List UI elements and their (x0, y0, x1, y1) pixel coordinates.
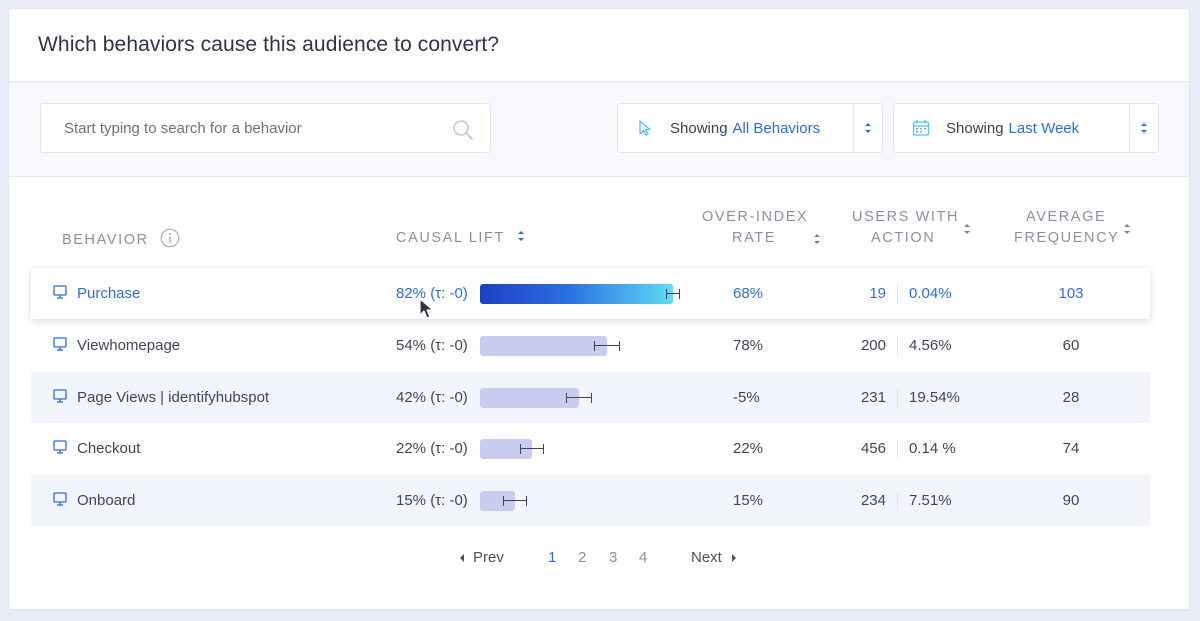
sort-icon[interactable] (516, 229, 526, 250)
behavior-name[interactable]: Onboard (77, 492, 136, 509)
calendar-icon (912, 119, 930, 137)
table-row[interactable]: Onboard 15% (τ: -0) 15% 234 7.51% 90 (31, 475, 1150, 526)
behavior-filter-select[interactable]: Showing All Behaviors (617, 103, 883, 153)
users-percent: 7.51% (909, 492, 952, 509)
monitor-icon (53, 492, 67, 510)
page-title: Which behaviors cause this audience to c… (38, 33, 500, 56)
cursor-icon (636, 119, 654, 137)
toolbar: Showing All Behaviors Showing Last Week (9, 82, 1189, 177)
over-index-rate: 78% (733, 337, 764, 354)
column-header-users-with-action[interactable]: USERS WITH ACTION (852, 209, 960, 246)
over-index-rate: 22% (733, 440, 764, 457)
average-frequency: 90 (1062, 492, 1080, 509)
select-caret-icon[interactable] (1139, 120, 1149, 140)
table-row[interactable]: Purchase 82% (τ: -0) 68% 19 0.04% 103 (31, 268, 1150, 319)
users-percent: 0.04% (909, 285, 952, 302)
monitor-icon (53, 337, 67, 355)
behavior-name[interactable]: Checkout (77, 440, 141, 457)
users-count: 456 (860, 440, 886, 457)
column-header-causal-lift[interactable]: CAUSAL LIFT (396, 228, 526, 250)
causal-lift-bar (480, 439, 532, 459)
causal-lift-bar (480, 491, 515, 511)
cell-divider (897, 388, 898, 408)
causal-lift-value: 54% (τ: -0) (396, 337, 468, 354)
causal-lift-value: 82% (τ: -0) (396, 285, 468, 302)
behavior-filter-value: All Behaviors (732, 119, 821, 137)
average-frequency: 28 (1062, 389, 1080, 406)
page-link-2[interactable]: 2 (578, 549, 587, 566)
select-divider (853, 104, 854, 152)
error-bar (666, 287, 680, 301)
causal-lift-value: 15% (τ: -0) (396, 492, 468, 509)
error-bar (566, 391, 592, 405)
cell-divider (897, 439, 898, 459)
prev-button[interactable]: Prev (458, 547, 504, 569)
search-input[interactable] (62, 118, 446, 138)
date-filter-prefix: Showing (946, 119, 1004, 137)
causal-lift-bar (480, 388, 579, 408)
date-filter-value: Last Week (1008, 119, 1080, 137)
monitor-icon (53, 389, 67, 407)
over-index-rate: -5% (733, 389, 760, 406)
causal-lift-bar (480, 336, 607, 356)
over-index-rate: 15% (733, 492, 764, 509)
card-header: Which behaviors cause this audience to c… (9, 9, 1189, 82)
average-frequency: 74 (1062, 440, 1080, 457)
caret-left-icon (460, 554, 464, 562)
causal-lift-value: 42% (τ: -0) (396, 389, 468, 406)
search-icon[interactable] (452, 119, 474, 146)
table-row[interactable]: Page Views | identifyhubspot 42% (τ: -0) -… (31, 372, 1150, 423)
table-row[interactable]: Viewhomepage 54% (τ: -0) 78% 200 4.56% 60 (31, 320, 1150, 371)
users-count: 19 (869, 285, 886, 302)
sort-icon[interactable] (962, 222, 972, 241)
users-count: 231 (860, 389, 886, 406)
average-frequency: 103 (1058, 285, 1084, 302)
select-divider (1129, 104, 1130, 152)
column-header-over-index[interactable]: OVER-INDEX RATE (702, 209, 809, 246)
behavior-name[interactable]: Viewhomepage (77, 337, 181, 354)
date-filter-select[interactable]: Showing Last Week (893, 103, 1159, 153)
average-frequency: 60 (1062, 337, 1080, 354)
monitor-icon (53, 285, 67, 303)
column-header-average-frequency[interactable]: AVERAGE FREQUENCY (1014, 209, 1120, 246)
caret-right-icon (731, 554, 736, 562)
sort-icon[interactable] (1122, 222, 1132, 241)
over-index-rate: 68% (733, 285, 764, 302)
search-box[interactable] (40, 103, 491, 153)
error-bar (520, 442, 544, 456)
causal-lift-bar (480, 284, 673, 304)
cell-divider (897, 491, 898, 511)
sort-icon[interactable] (812, 232, 822, 251)
cell-divider (897, 284, 898, 304)
causal-lift-value: 22% (τ: -0) (396, 440, 468, 457)
error-bar (594, 339, 620, 353)
cell-divider (897, 336, 898, 356)
users-percent: 19.54% (909, 389, 960, 406)
page-link-3[interactable]: 3 (609, 549, 618, 566)
users-count: 200 (860, 337, 886, 354)
page-link-4[interactable]: 4 (639, 549, 648, 566)
column-header-behavior: BEHAVIOR (62, 228, 180, 255)
table-row[interactable]: Checkout 22% (τ: -0) 22% 456 0.14 % 74 (31, 423, 1150, 474)
behavior-filter-prefix: Showing (670, 119, 728, 137)
error-bar (503, 494, 527, 508)
users-percent: 4.56% (909, 337, 952, 354)
monitor-icon (53, 440, 67, 458)
behavior-name[interactable]: Page Views | identifyhubspot (77, 389, 270, 406)
next-button[interactable]: Next (691, 547, 738, 569)
select-caret-icon[interactable] (863, 120, 873, 140)
info-icon[interactable] (160, 228, 180, 255)
page-link-1[interactable]: 1 (548, 549, 557, 566)
mouse-pointer-icon (419, 298, 437, 325)
users-count: 234 (860, 492, 886, 509)
users-percent: 0.14 % (909, 440, 956, 457)
behavior-name[interactable]: Purchase (77, 285, 141, 302)
pagination: Prev 1 2 3 4 Next (0, 547, 1200, 569)
